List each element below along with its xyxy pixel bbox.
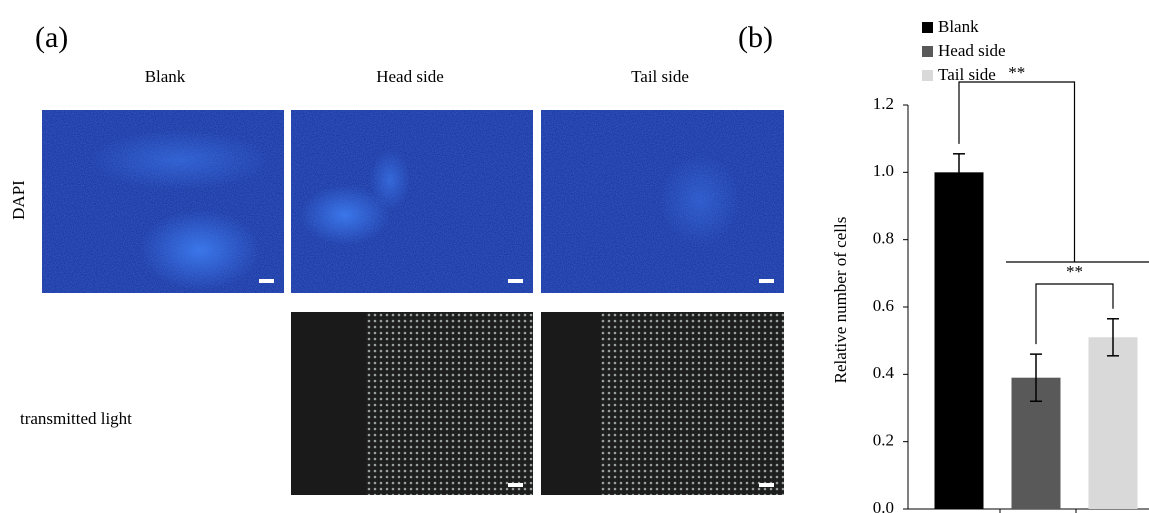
panel-label: (a): [35, 21, 68, 54]
y-tick-label: 0.4: [873, 363, 895, 382]
legend-label: Blank: [938, 17, 979, 36]
y-axis-label: Relative number of cells: [831, 217, 850, 384]
dapi-image: [42, 110, 284, 293]
bar: [934, 172, 984, 510]
dapi-image: [541, 110, 784, 293]
y-tick-label: 0.2: [873, 431, 894, 450]
row-label: transmitted light: [20, 409, 132, 428]
column-label: Blank: [145, 67, 186, 86]
bar: [1088, 337, 1138, 509]
column-label: Tail side: [631, 67, 689, 86]
y-tick-label: 0.8: [873, 229, 894, 248]
significance-label: **: [1008, 63, 1025, 82]
y-tick-label: 0.6: [873, 296, 894, 315]
legend-swatch: [922, 70, 933, 81]
legend-swatch: [922, 46, 933, 57]
row-label: DAPI: [9, 180, 28, 220]
y-tick-label: 0.0: [873, 498, 894, 513]
legend-label: Head side: [938, 41, 1006, 60]
significance-bracket: [1035, 283, 1114, 345]
significance-bracket: [958, 81, 1076, 262]
column-label: Head side: [376, 67, 444, 86]
transmitted-image: [291, 312, 533, 495]
significance-label: **: [1066, 262, 1083, 281]
dapi-image: [291, 110, 533, 293]
panel-label: (b): [738, 21, 773, 54]
transmitted-image: [541, 312, 784, 495]
y-tick-label: 1.2: [873, 94, 894, 113]
legend-swatch: [922, 22, 933, 33]
y-tick-label: 1.0: [873, 161, 894, 180]
legend-label: Tail side: [938, 65, 996, 84]
